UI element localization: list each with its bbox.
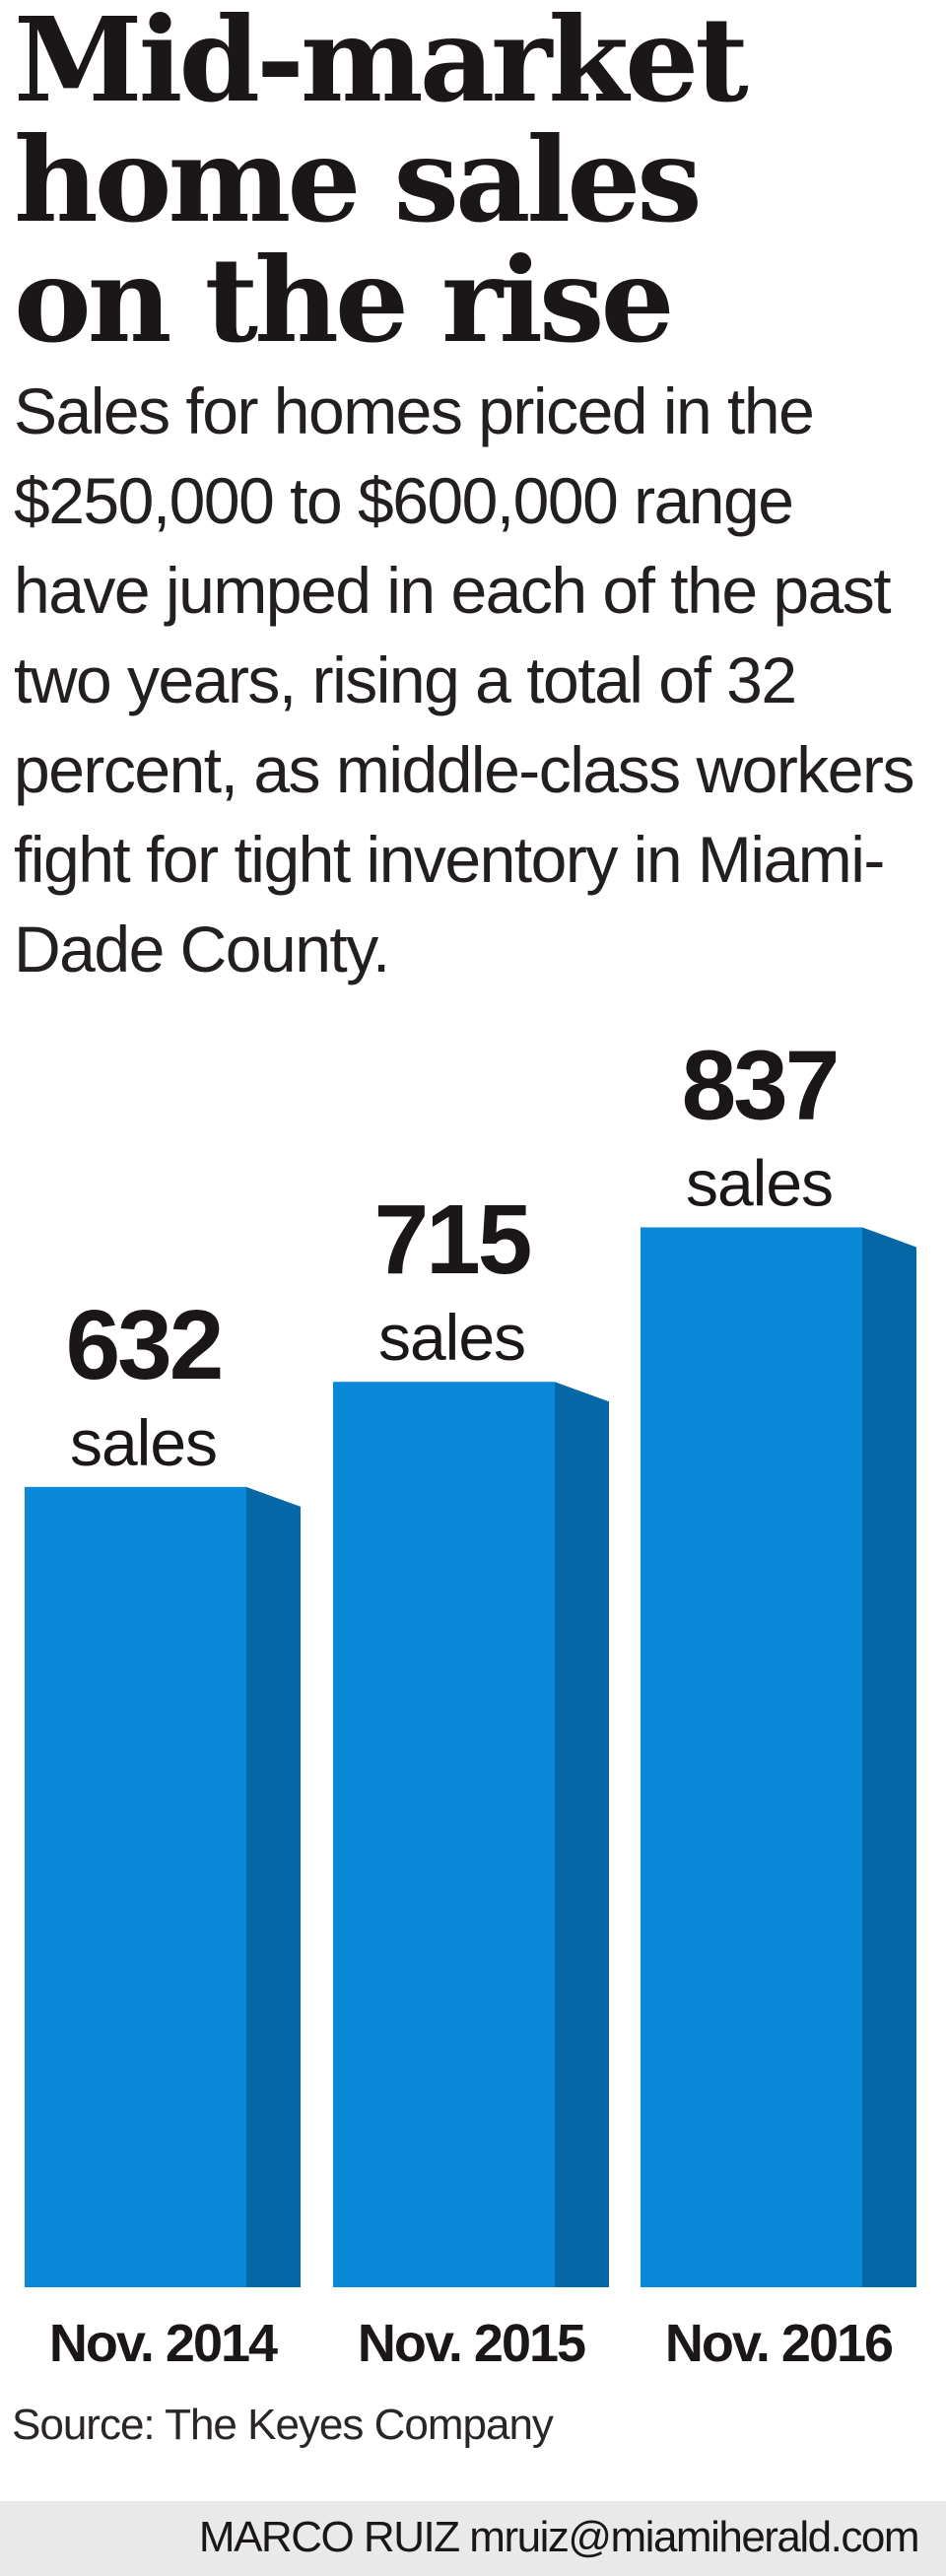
credit-text: MARCO RUIZ mruiz@miamiherald.com (198, 2513, 920, 2561)
data-label-value: 837 (682, 1030, 838, 1140)
data-label-unit: sales (686, 1146, 833, 1219)
x-tick-label: Nov. 2014 (49, 2314, 278, 2373)
headline: Mid-market home sales on the rise (14, 0, 749, 369)
x-tick-label: Nov. 2016 (665, 2314, 893, 2373)
credit-bar: MARCO RUIZ mruiz@miamiherald.com (0, 2501, 946, 2576)
headline-line: Mid-market (14, 0, 749, 128)
bar-side (246, 1486, 301, 2287)
data-label-unit: sales (378, 1301, 525, 1374)
headline-line: home sales (14, 111, 703, 248)
headline-line: on the rise (14, 232, 675, 369)
source-note: Source: The Keyes Company (12, 2401, 554, 2449)
x-tick-label: Nov. 2015 (358, 2314, 585, 2373)
data-label-value: 715 (374, 1185, 530, 1295)
description: Sales for homes priced in the $250,000 t… (14, 374, 915, 985)
data-label-unit: sales (70, 1406, 217, 1479)
bar-side (862, 1227, 916, 2287)
bar (25, 1486, 246, 2287)
data-label-value: 632 (66, 1290, 222, 1400)
bar (641, 1227, 862, 2287)
bar (333, 1382, 555, 2287)
bar-side (555, 1382, 609, 2287)
